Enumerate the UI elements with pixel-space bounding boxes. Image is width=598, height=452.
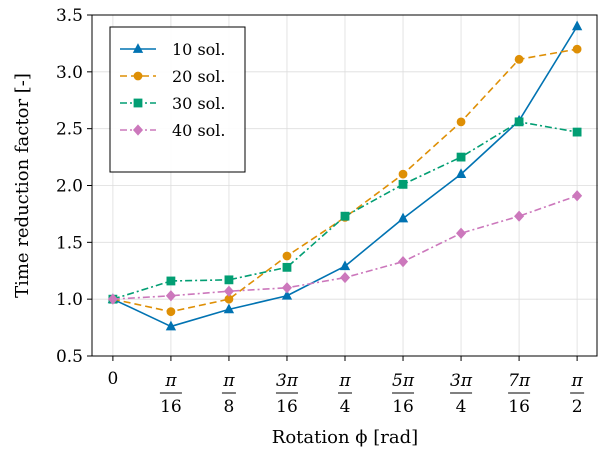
series-line [112,48,578,313]
data-point [339,260,351,271]
data-point [397,256,409,268]
data-point [223,303,235,314]
legend: 10 sol. 20 sol. 30 sol. 40 sol. [109,26,246,173]
data-point [223,285,234,297]
data-point [572,44,582,54]
data-point [514,54,524,64]
data-point [456,152,466,162]
legend-box [109,26,246,173]
data-point [340,211,350,221]
data-point [398,169,408,179]
axis-ticks: 0.51.01.52.02.53.03.50 π16π83π16π45π163π4… [56,6,585,417]
legend-marker [132,124,144,136]
y-tick-label: 2.0 [56,177,83,197]
x-tick-label: π8 [221,371,236,417]
y-tick-label: 3.0 [56,63,83,83]
data-point [572,127,582,137]
x-tick-label-text: 0 [107,369,118,389]
legend-label: 30 sol. [172,94,226,113]
x-tick-denominator: 4 [456,397,467,417]
legend-entry: 10 sol. [120,40,226,59]
legend-marker [132,43,144,53]
x-tick-denominator: 8 [224,397,235,417]
data-point [514,117,524,127]
series-layer [107,20,583,331]
y-tick-label: 1.0 [56,290,83,310]
data-point [456,117,466,127]
series-line [112,194,578,300]
data-point [282,262,292,272]
data-point [456,227,467,239]
legend-label: 40 sol. [172,121,226,140]
x-tick-denominator: 16 [392,397,414,417]
data-point [224,275,234,285]
x-tick-denominator: 16 [276,397,298,417]
data-point [398,179,408,189]
x-tick-numerator: 3π [450,371,473,391]
data-point [339,271,351,284]
legend-entry: 30 sol. [120,94,226,113]
legend-entry: 40 sol. [120,121,226,140]
data-point [455,168,467,179]
y-tick-label: 2.5 [56,120,83,140]
data-point [165,320,177,331]
data-point [166,307,176,317]
x-tick-numerator: π [222,371,235,391]
legend-label: 10 sol. [172,40,226,59]
x-tick-numerator: 7π [508,371,531,391]
data-point [166,276,176,286]
x-tick-label: 0 [107,369,118,389]
x-tick-numerator: π [571,371,584,391]
y-tick-label: 0.5 [56,347,83,367]
data-point [514,210,525,222]
data-point [165,290,176,302]
data-point [282,251,292,261]
legend-marker [133,98,143,108]
x-tick-label: 3π4 [450,371,473,417]
data-point [572,190,583,202]
data-point [107,293,118,305]
y-tick-label: 3.5 [56,6,83,26]
x-tick-denominator: 16 [508,397,530,417]
x-tick-label: π4 [338,371,352,417]
legend-entry: 20 sol. [120,67,226,86]
x-tick-label: π 16 [159,371,182,417]
series-4 [107,190,583,305]
x-tick-denominator: 16 [160,397,182,417]
x-tick-numerator: 5π [392,371,415,391]
data-point [571,20,583,31]
x-axis-label: Rotation ϕ [rad] [272,427,418,448]
x-tick-denominator: 2 [572,397,583,417]
y-axis-label: Time reduction factor [-] [12,73,33,298]
x-tick-label: π2 [570,371,585,417]
data-point [281,282,293,294]
data-point [397,212,409,223]
legend-label: 20 sol. [172,67,226,86]
y-tick-label: 1.5 [56,233,83,253]
data-point [281,289,293,300]
legend-marker [133,71,143,81]
x-tick-denominator: 4 [340,397,351,417]
x-tick-numerator: 3π [276,371,299,391]
x-tick-numerator: π [338,371,351,391]
x-tick-numerator: π [164,371,177,391]
